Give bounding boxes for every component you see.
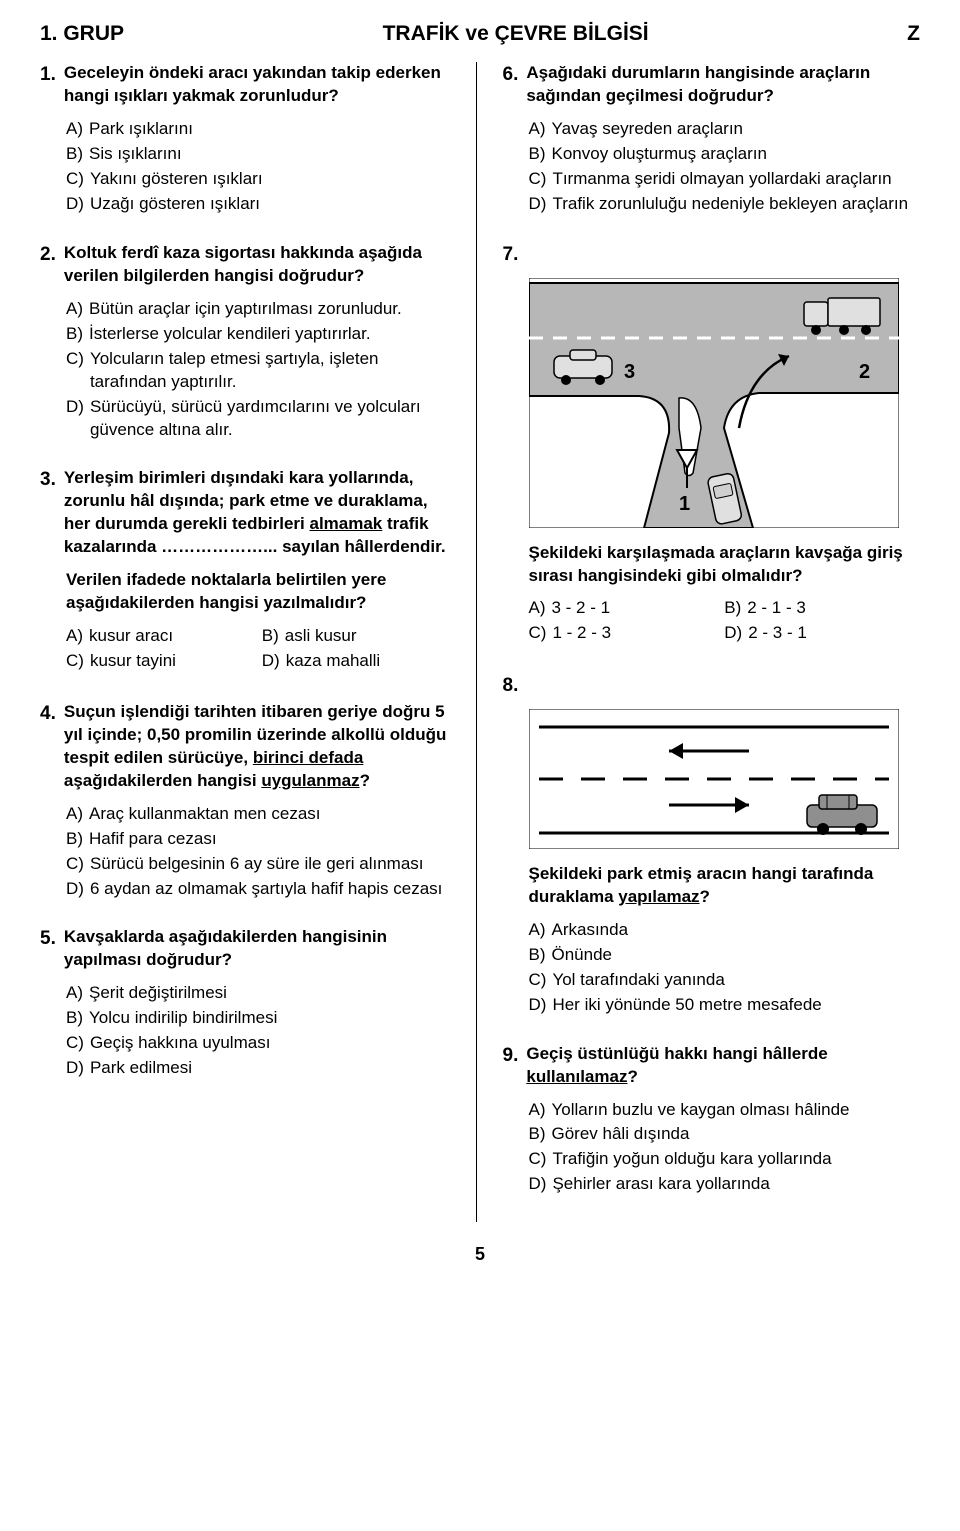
q8-opt-b: B)Önünde xyxy=(529,944,921,967)
q7-subtext: Şekildeki karşılaşmada araçların kavşağa… xyxy=(529,542,921,588)
q2-options: A)Bütün araçlar için yaptırılması zorunl… xyxy=(66,298,458,442)
page-header: 1. GRUP TRAFİK ve ÇEVRE BİLGİSİ Z xyxy=(40,20,920,48)
q8-opt-d: D)Her iki yönünde 50 metre mesafede xyxy=(529,994,921,1017)
q7-opt-a: A)3 - 2 - 1 xyxy=(529,597,725,620)
q9-number: 9. xyxy=(503,1043,519,1069)
q7-label-2: 2 xyxy=(859,361,870,383)
q9-options: A)Yolların buzlu ve kaygan olması hâlind… xyxy=(529,1099,921,1197)
page-number: 5 xyxy=(40,1242,920,1266)
q7-number: 7. xyxy=(503,242,519,268)
header-right: Z xyxy=(907,20,920,48)
q5-opt-d: D)Park edilmesi xyxy=(66,1057,458,1080)
q5-text: Kavşaklarda aşağıdakilerden hangisinin y… xyxy=(64,926,458,972)
q2-number: 2. xyxy=(40,242,56,268)
q4-opt-b: B)Hafif para cezası xyxy=(66,828,458,851)
q7-options: A)3 - 2 - 1 B)2 - 1 - 3 C)1 - 2 - 3 D)2 … xyxy=(529,597,921,647)
q3-opt-d: D)kaza mahalli xyxy=(262,650,458,673)
q4-opt-c: C)Sürücü belgesinin 6 ay süre ile geri a… xyxy=(66,853,458,876)
question-2: 2. Koltuk ferdî kaza sigortası hakkında … xyxy=(40,242,458,442)
q9-text: Geçiş üstünlüğü hakkı hangi hâllerde kul… xyxy=(526,1043,920,1089)
q9-opt-a: A)Yolların buzlu ve kaygan olması hâlind… xyxy=(529,1099,921,1122)
q4-options: A)Araç kullanmaktan men cezası B)Hafif p… xyxy=(66,803,458,901)
q5-opt-c: C)Geçiş hakkına uyulması xyxy=(66,1032,458,1055)
question-7: 7. xyxy=(503,242,921,647)
q3-opt-c: C)kusur tayini xyxy=(66,650,262,673)
question-3: 3. Yerleşim birimleri dışındaki kara yol… xyxy=(40,467,458,675)
q6-opt-b: B)Konvoy oluşturmuş araçların xyxy=(529,143,921,166)
q2-opt-b: B)İsterlerse yolcular kendileri yaptırır… xyxy=(66,323,458,346)
q1-opt-a: A)Park ışıklarını xyxy=(66,118,458,141)
question-1: 1. Geceleyin öndeki aracı yakından takip… xyxy=(40,62,458,216)
q6-opt-a: A)Yavaş seyreden araçların xyxy=(529,118,921,141)
q5-opt-b: B)Yolcu indirilip bindirilmesi xyxy=(66,1007,458,1030)
q7-opt-c: C)1 - 2 - 3 xyxy=(529,622,725,645)
q5-opt-a: A)Şerit değiştirilmesi xyxy=(66,982,458,1005)
q2-opt-d: D)Sürücüyü, sürücü yardımcılarını ve yol… xyxy=(66,396,458,442)
q3-opt-b: B)asli kusur xyxy=(262,625,458,648)
question-5: 5. Kavşaklarda aşağıdakilerden hangisini… xyxy=(40,926,458,1080)
q8-options: A)Arkasında B)Önünde C)Yol tarafındaki y… xyxy=(529,919,921,1017)
question-8: 8. xyxy=(503,673,921,1016)
q8-figure xyxy=(529,709,921,849)
header-center: TRAFİK ve ÇEVRE BİLGİSİ xyxy=(383,20,649,48)
q7-label-1: 1 xyxy=(679,493,690,515)
q2-opt-a: A)Bütün araçlar için yaptırılması zorunl… xyxy=(66,298,458,321)
q6-opt-d: D)Trafik zorunluluğu nedeniyle bekleyen … xyxy=(529,193,921,216)
q1-opt-d: D)Uzağı gösteren ışıkları xyxy=(66,193,458,216)
left-column: 1. Geceleyin öndeki aracı yakından takip… xyxy=(40,62,477,1222)
q1-text: Geceleyin öndeki aracı yakından takip ed… xyxy=(64,62,458,108)
q7-label-3: 3 xyxy=(624,361,635,383)
question-6: 6. Aşağıdaki durumların hangisinde araçl… xyxy=(503,62,921,216)
q6-number: 6. xyxy=(503,62,519,88)
q5-number: 5. xyxy=(40,926,56,952)
q1-opt-b: B)Sis ışıklarını xyxy=(66,143,458,166)
q9-opt-d: D)Şehirler arası kara yollarında xyxy=(529,1173,921,1196)
question-9: 9. Geçiş üstünlüğü hakkı hangi hâllerde … xyxy=(503,1043,921,1197)
q3-opt-a: A)kusur aracı xyxy=(66,625,262,648)
question-4: 4. Suçun işlendiği tarihten itibaren ger… xyxy=(40,701,458,901)
q1-opt-c: C)Yakını gösteren ışıkları xyxy=(66,168,458,191)
q3-text: Yerleşim birimleri dışındaki kara yollar… xyxy=(64,467,458,559)
q6-options: A)Yavaş seyreden araçların B)Konvoy oluş… xyxy=(529,118,921,216)
truck-2-icon xyxy=(804,298,880,335)
q5-options: A)Şerit değiştirilmesi B)Yolcu indirilip… xyxy=(66,982,458,1080)
q9-opt-c: C)Trafiğin yoğun olduğu kara yollarında xyxy=(529,1148,921,1171)
q8-number: 8. xyxy=(503,673,519,699)
q4-text: Suçun işlendiği tarihten itibaren geriye… xyxy=(64,701,458,793)
q7-opt-b: B)2 - 1 - 3 xyxy=(724,597,920,620)
q7-opt-d: D)2 - 3 - 1 xyxy=(724,622,920,645)
q2-opt-c: C)Yolcuların talep etmesi şartıyla, işle… xyxy=(66,348,458,394)
q3-options: A)kusur aracı B)asli kusur C)kusur tayin… xyxy=(66,625,458,675)
q1-options: A)Park ışıklarını B)Sis ışıklarını C)Yak… xyxy=(66,118,458,216)
q4-number: 4. xyxy=(40,701,56,727)
q2-text: Koltuk ferdî kaza sigortası hakkında aşa… xyxy=(64,242,458,288)
q7-figure: 3 2 1 xyxy=(529,278,921,528)
right-column: 6. Aşağıdaki durumların hangisinde araçl… xyxy=(503,62,921,1222)
q4-opt-a: A)Araç kullanmaktan men cezası xyxy=(66,803,458,826)
q3-number: 3. xyxy=(40,467,56,493)
header-left: 1. GRUP xyxy=(40,20,124,48)
q4-opt-d: D)6 aydan az olmamak şartıyla hafif hapi… xyxy=(66,878,458,901)
q8-subtext: Şekildeki park etmiş aracın hangi tarafı… xyxy=(529,863,921,909)
parked-car-diagram-icon xyxy=(529,709,899,849)
q1-number: 1. xyxy=(40,62,56,88)
q6-opt-c: C)Tırmanma şeridi olmayan yollardaki ara… xyxy=(529,168,921,191)
q8-opt-c: C)Yol tarafındaki yanında xyxy=(529,969,921,992)
content-columns: 1. Geceleyin öndeki aracı yakından takip… xyxy=(40,62,920,1222)
q3-subtext: Verilen ifadede noktalarla belirtilen ye… xyxy=(66,569,458,615)
intersection-diagram-icon: 3 2 1 xyxy=(529,278,899,528)
q6-text: Aşağıdaki durumların hangisinde araçları… xyxy=(526,62,920,108)
q8-opt-a: A)Arkasında xyxy=(529,919,921,942)
q9-opt-b: B)Görev hâli dışında xyxy=(529,1123,921,1146)
